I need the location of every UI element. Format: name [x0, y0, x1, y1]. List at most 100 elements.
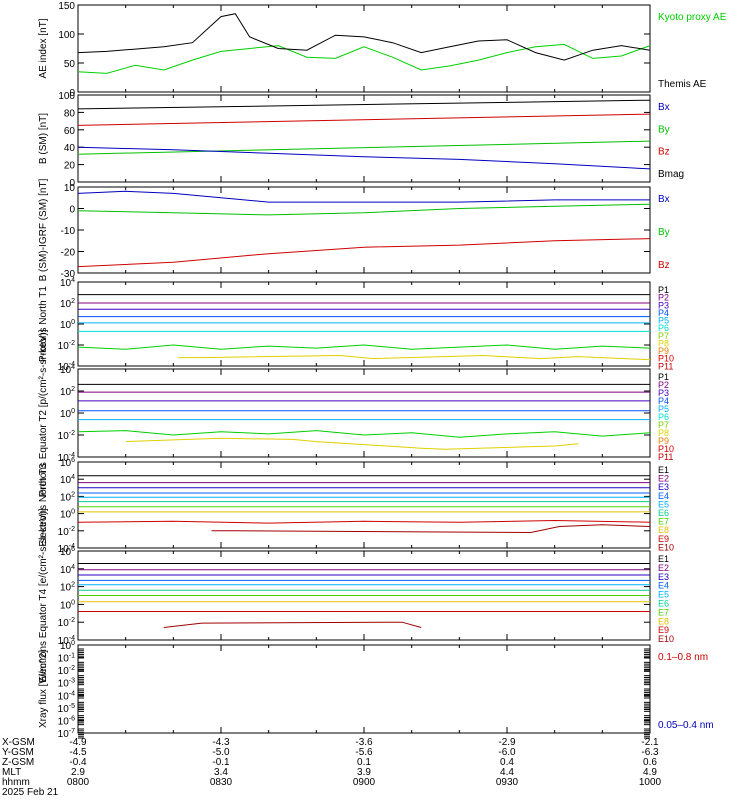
legend-0-1-0-8-nm: 0.1–0.8 nm [658, 652, 708, 663]
legend-p4: P4 [658, 308, 669, 318]
legend-bz: Bz [658, 260, 670, 271]
x-row-label: MLT [2, 767, 21, 778]
series-line-p8 [178, 354, 651, 361]
legend-e9: E9 [658, 534, 669, 544]
legend-e1: E1 [658, 465, 669, 475]
legend-themis-ae: Themis AE [658, 79, 707, 90]
x-row-value: -2.9 [498, 737, 516, 748]
x-row-value: -2.1 [641, 737, 659, 748]
legend-p1: P1 [658, 372, 669, 382]
legend-p3: P3 [658, 388, 669, 398]
legend-e10: E10 [658, 634, 674, 644]
y-tick-label: 104 [60, 474, 75, 486]
x-row-value: 0.4 [500, 757, 514, 768]
panel-2: 0 20 40 60 80 100 B (SM) [nT] Bx By Bz Bmag [38, 91, 684, 189]
panel-7: 10-4 10-2 100 102 104 106 Electrons Equator T4… [38, 508, 674, 683]
y-tick-label: 10-4 [58, 361, 75, 373]
series-line-by [77, 203, 651, 216]
y-tick-label: 0 [69, 205, 75, 216]
y-tick-label: 50 [64, 59, 76, 70]
series-line-themis-ae [77, 13, 651, 61]
legend-e4: E4 [658, 581, 669, 591]
y-tick-label: 100 [58, 91, 75, 102]
y-tick-label: 10-4 [58, 635, 75, 647]
legend-p3: P3 [658, 300, 669, 310]
y-tick-label: 10-4 [58, 452, 75, 464]
y-tick-label: 100 [58, 30, 75, 41]
y-tick-label: 0 [69, 88, 75, 99]
panel-frame [77, 4, 651, 93]
series-line-p7 [125, 437, 579, 450]
legend-e4: E4 [658, 491, 669, 501]
x-row-value: 3.4 [214, 767, 228, 778]
legend-kyoto-proxy-ae: Kyoto proxy AE [658, 12, 727, 23]
y-axis-label: B (SM)-IGRF (SM) [nT] [38, 178, 49, 281]
panel-frame [77, 461, 651, 549]
y-axis-label: Protons North T1 [38, 286, 49, 362]
legend-by: By [658, 124, 670, 135]
y-axis-label: B (SM) [nT] [38, 113, 49, 164]
x-row-value: 1000 [639, 777, 662, 788]
y-tick-label: 102 [60, 298, 75, 310]
x-row-label: Y-GSM [2, 747, 34, 758]
x-row-value: 4.4 [500, 767, 514, 778]
y-tick-label: 10-2 [58, 526, 75, 538]
y-tick-label: -20 [61, 248, 76, 259]
y-tick-label: 106 [60, 546, 75, 558]
y-tick-label: 10 [64, 183, 76, 194]
y-tick-label: 10-2 [58, 665, 75, 677]
legend-e9: E9 [658, 625, 669, 635]
panel-5: 10-4 10-2 100 102 104 Protons Equator T2 [p/(… [38, 329, 674, 496]
y-tick-label: 10-2 [58, 617, 75, 629]
y-tick-label: -10 [61, 226, 76, 237]
legend-e6: E6 [658, 599, 669, 609]
y-tick-label: 0 [69, 178, 75, 189]
legend-e7: E7 [658, 517, 669, 527]
x-row-value: -0.4 [69, 757, 87, 768]
y-tick-label: 100 [60, 319, 75, 331]
legend-e2: E2 [658, 474, 669, 484]
x-row-value: -5.0 [212, 747, 230, 758]
legend-e3: E3 [658, 572, 669, 582]
series-line-e10 [163, 621, 422, 628]
legend-p8: P8 [658, 428, 669, 438]
series-line-bx [77, 190, 650, 203]
legend-p7: P7 [658, 331, 669, 341]
y-tick-label: 106 [60, 457, 75, 469]
series-line-bz [77, 238, 651, 268]
x-row-value: 0900 [353, 777, 376, 788]
date-label: 2025 Feb 21 [2, 787, 59, 798]
legend-bz: Bz [658, 147, 670, 158]
y-tick-label: 104 [60, 277, 75, 289]
y-axis-label: Xray flux [W/m^2] [38, 650, 49, 728]
y-tick-label: 102 [60, 491, 75, 503]
legend-e6: E6 [658, 508, 669, 518]
legend-by: By [658, 227, 670, 238]
panel-6: 10-4 10-2 100 102 104 106 Electrons North T3 E1… [38, 457, 674, 555]
legend-p2: P2 [658, 380, 669, 390]
series-line-bmag [77, 99, 651, 110]
y-tick-label: 100 [60, 509, 75, 521]
x-row-value: -5.6 [355, 747, 373, 758]
y-tick-label: 10-6 [58, 715, 75, 727]
legend-p6: P6 [658, 412, 669, 422]
legend-p8: P8 [658, 338, 669, 348]
y-tick-label: 10-4 [58, 543, 75, 555]
legend-p11: P11 [658, 452, 673, 462]
series-line-e9 [77, 519, 651, 524]
y-tick-label: 10-2 [58, 430, 75, 442]
y-tick-label: 10-4 [58, 690, 75, 702]
y-axis-label: Protons Equator T2 [p/(cm²-s-sr-keV)] [38, 329, 49, 496]
series-line-e10 [211, 524, 651, 534]
y-tick-label: 102 [60, 386, 75, 398]
legend-e8: E8 [658, 525, 669, 535]
y-tick-label: 100 [60, 408, 75, 420]
series-line-p7 [77, 344, 651, 350]
y-tick-label: -30 [61, 269, 76, 280]
legend-e8: E8 [658, 616, 669, 626]
legend-p1: P1 [658, 285, 669, 295]
legend-e1: E1 [658, 554, 669, 564]
y-tick-label: 10-5 [58, 703, 75, 715]
y-tick-label: 10-3 [58, 678, 75, 690]
